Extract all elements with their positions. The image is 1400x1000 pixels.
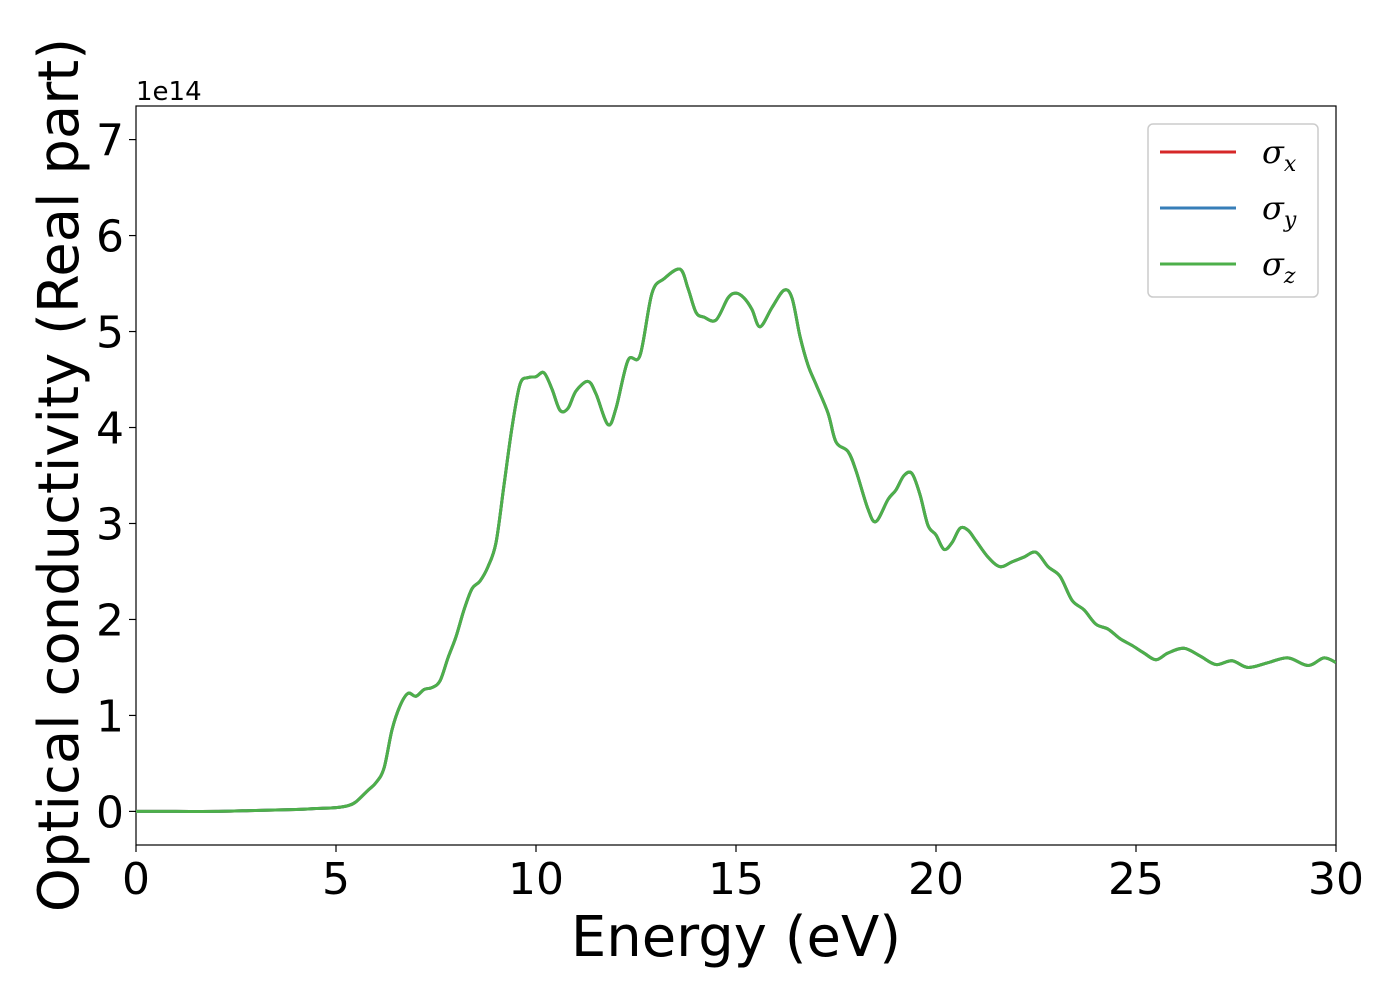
y-tick-label: 5 bbox=[96, 308, 124, 359]
series-line-y bbox=[136, 267, 1336, 813]
series-layer bbox=[136, 267, 1336, 813]
x-tick-label: 10 bbox=[508, 854, 564, 905]
x-tick-label: 25 bbox=[1108, 854, 1164, 905]
y-offset-label: 1e14 bbox=[136, 77, 202, 107]
y-tick-label: 4 bbox=[96, 404, 124, 455]
y-tick-label: 0 bbox=[96, 787, 124, 838]
y-axis: 0 1 2 3 4 5 6 7 bbox=[96, 116, 136, 838]
y-tick-label: 3 bbox=[96, 499, 124, 550]
series-line-z bbox=[136, 267, 1336, 813]
legend-label-z: σz bbox=[1262, 245, 1296, 289]
y-tick-label: 2 bbox=[96, 595, 124, 646]
y-tick-label: 6 bbox=[96, 212, 124, 263]
x-tick-label: 30 bbox=[1308, 854, 1364, 905]
legend: σx σy σz bbox=[1147, 123, 1319, 298]
series-line-x bbox=[136, 267, 1336, 813]
y-tick-label: 7 bbox=[96, 116, 124, 167]
x-axis-title: Energy (eV) bbox=[571, 905, 901, 970]
legend-label-x: σx bbox=[1262, 133, 1297, 177]
x-axis: 0 5 10 15 20 25 30 bbox=[122, 845, 1364, 905]
y-tick-label: 1 bbox=[96, 691, 124, 742]
y-axis-title: Optical conductivity (Real part) bbox=[27, 38, 92, 912]
legend-label-y: σy bbox=[1262, 189, 1297, 233]
x-tick-label: 15 bbox=[708, 854, 764, 905]
x-tick-label: 20 bbox=[908, 854, 964, 905]
x-tick-label: 5 bbox=[322, 854, 350, 905]
x-tick-label: 0 bbox=[122, 854, 150, 905]
legend-frame bbox=[1147, 123, 1319, 298]
